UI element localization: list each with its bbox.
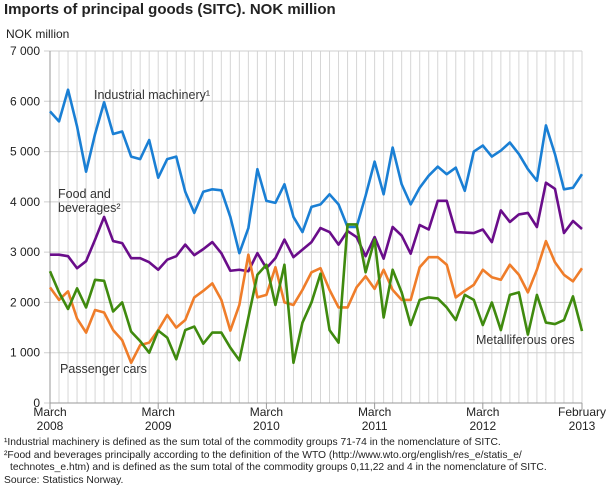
x-tick-label: March: [250, 405, 283, 419]
series-label: beverages²: [58, 201, 121, 215]
series-line: [48, 223, 584, 365]
y-tick-label: 3 000: [10, 245, 40, 259]
x-tick-label: 2011: [362, 419, 388, 433]
y-axis-label: NOK million: [6, 27, 70, 41]
x-tick-label: March: [142, 405, 175, 419]
y-tick-label: 1 000: [10, 346, 40, 360]
x-tick-label: March: [466, 405, 499, 419]
footnote-2: ²Food and beverages principally accordin…: [4, 450, 522, 461]
y-tick-label: 4 000: [10, 195, 40, 209]
series-label: Passenger cars: [60, 362, 147, 376]
chart-title: Imports of principal goods (SITC). NOK m…: [4, 1, 336, 18]
y-tick-label: 7 000: [10, 44, 40, 58]
x-tick-label: 2012: [469, 419, 496, 433]
series-label: Metalliferous ores: [476, 333, 575, 347]
series-label: Food and: [58, 187, 111, 201]
series-line: [49, 88, 584, 255]
x-tick-label: 2009: [145, 419, 172, 433]
series-line: [48, 239, 584, 365]
series-label: Industrial machinery¹: [94, 88, 210, 102]
x-tick-label: March: [358, 405, 391, 419]
series-line: [50, 181, 583, 273]
y-tick-label: 6 000: [10, 94, 40, 108]
y-tick-label: 2 000: [10, 295, 40, 309]
x-tick-label: 2013: [569, 419, 596, 433]
x-tick-label: 2008: [37, 419, 64, 433]
x-tick-label: March: [33, 405, 66, 419]
x-tick-label: February: [558, 405, 606, 419]
footnote-1: ¹Industrial machinery is defined as the …: [4, 437, 501, 448]
line-chart: 0 1 000 2 000 3 000 4 000 5 000 6 000 7 000 Marc…: [10, 44, 606, 433]
y-tick-label: 0: [33, 396, 40, 410]
footnote-2-cont: technotes_e.htm) and is defined as the s…: [10, 462, 547, 473]
x-tick-label: 2010: [253, 419, 280, 433]
y-tick-label: 5 000: [10, 145, 40, 159]
source: Source: Statistics Norway.: [4, 475, 124, 486]
